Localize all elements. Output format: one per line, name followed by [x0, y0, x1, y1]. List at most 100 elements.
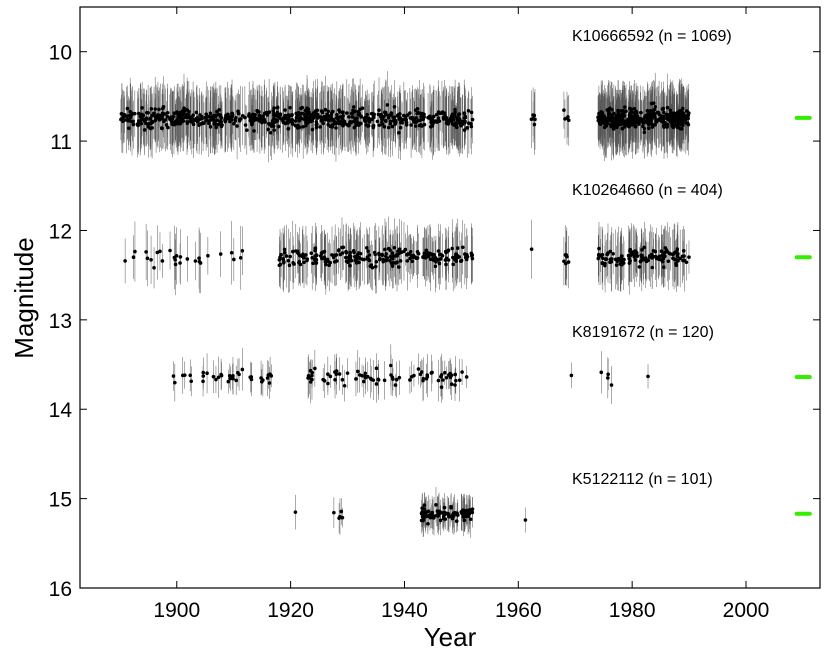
data-point [326, 122, 331, 127]
data-point [345, 371, 350, 375]
data-point [376, 378, 381, 382]
data-point [462, 128, 467, 132]
data-point [425, 514, 430, 518]
data-point [442, 111, 447, 115]
data-point [631, 115, 636, 120]
data-point [428, 124, 433, 129]
data-point [624, 109, 628, 113]
data-point [609, 117, 613, 122]
data-point [201, 374, 206, 378]
data-point [236, 111, 241, 116]
data-point [616, 121, 620, 126]
x-axis-title: Year [424, 622, 477, 652]
data-point [402, 113, 407, 118]
data-point [661, 124, 666, 128]
data-point [442, 505, 447, 510]
data-point [655, 256, 659, 261]
data-point [328, 374, 333, 379]
data-point [424, 510, 428, 514]
data-point [360, 257, 365, 262]
data-point [251, 112, 255, 117]
data-point [451, 262, 456, 267]
data-point [315, 108, 320, 113]
data-point [649, 114, 653, 118]
data-point [178, 255, 183, 259]
data-point [644, 259, 649, 264]
data-point [172, 111, 177, 115]
data-point [245, 128, 249, 132]
data-point [627, 253, 632, 258]
data-point [171, 374, 176, 378]
data-point [286, 120, 290, 125]
data-point [228, 119, 232, 124]
data-point [206, 253, 210, 258]
data-point [348, 250, 352, 255]
data-point [270, 121, 275, 126]
data-point [395, 253, 399, 258]
data-point [421, 518, 425, 523]
data-point [374, 382, 379, 386]
data-point [380, 117, 385, 121]
data-point [469, 121, 473, 126]
data-point [293, 119, 298, 123]
data-point [389, 363, 393, 368]
data-point [282, 247, 287, 252]
data-point [148, 117, 152, 121]
x-tick-label: 1940 [381, 599, 428, 622]
data-point [149, 258, 153, 262]
data-point [433, 264, 438, 269]
data-point [377, 253, 382, 257]
data-point [266, 127, 271, 132]
data-point [661, 121, 666, 125]
data-point [332, 260, 337, 264]
data-point [603, 261, 607, 266]
data-point [627, 261, 632, 265]
data-point [178, 110, 182, 115]
x-tick-label: 1900 [153, 599, 200, 622]
data-point [140, 106, 144, 110]
data-point [600, 116, 604, 120]
data-point [659, 249, 664, 254]
data-point [645, 108, 650, 113]
data-point [337, 516, 341, 520]
data-point [296, 123, 300, 128]
data-point [454, 252, 458, 256]
data-point [566, 260, 571, 264]
data-point [348, 257, 353, 262]
data-point [356, 112, 361, 117]
data-point [304, 253, 308, 257]
data-point [371, 123, 376, 128]
data-point [453, 110, 457, 114]
data-point [531, 116, 535, 121]
data-point [686, 116, 690, 121]
data-point [198, 261, 203, 265]
data-point [193, 118, 197, 123]
data-point [297, 253, 302, 258]
data-point [354, 377, 358, 381]
data-point [564, 261, 568, 266]
data-point [363, 371, 368, 376]
data-point [444, 118, 449, 122]
data-point [286, 258, 291, 263]
data-point [366, 249, 370, 253]
data-point [365, 255, 370, 260]
data-point [334, 126, 338, 130]
data-point [160, 111, 165, 116]
data-point [422, 503, 427, 507]
data-point [641, 256, 646, 261]
data-point [686, 122, 691, 127]
data-point [357, 251, 361, 255]
data-point [602, 125, 607, 130]
y-axis-title: Magnitude [9, 237, 39, 358]
data-point [191, 113, 195, 117]
data-point [363, 375, 368, 380]
data-point [155, 250, 160, 255]
data-point [444, 257, 448, 262]
x-tick-label: 1980 [609, 599, 656, 622]
data-point [368, 264, 373, 269]
data-point [333, 378, 337, 382]
data-point [300, 105, 305, 110]
data-point [136, 123, 140, 128]
data-point [408, 378, 412, 382]
data-point [634, 110, 639, 115]
